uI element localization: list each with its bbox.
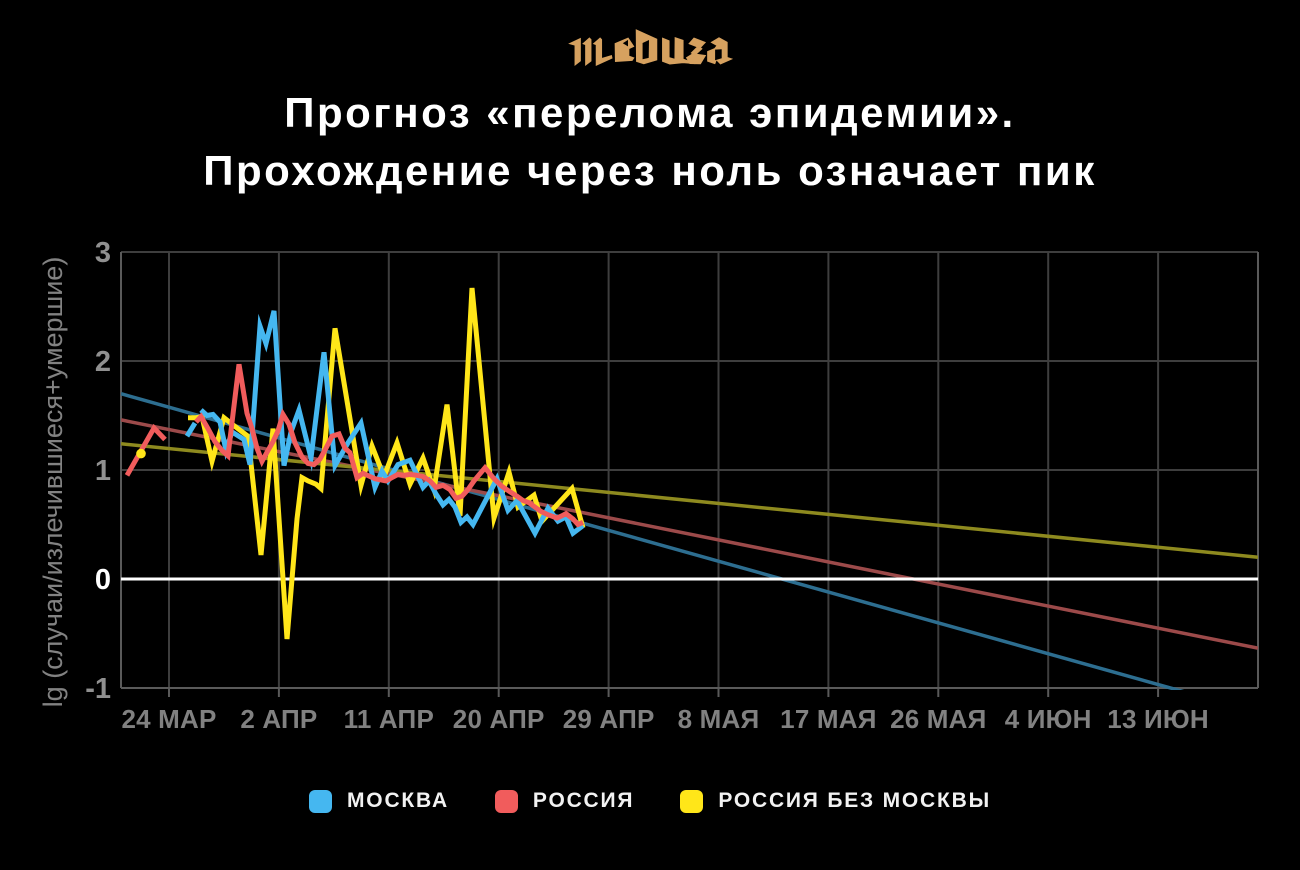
svg-text:13 ИЮН: 13 ИЮН [1107, 704, 1209, 734]
svg-text:1: 1 [95, 455, 111, 487]
svg-text:2: 2 [95, 346, 111, 378]
svg-text:4 ИЮН: 4 ИЮН [1005, 704, 1092, 734]
svg-text:26 МАЯ: 26 МАЯ [890, 704, 986, 734]
svg-text:20 АПР: 20 АПР [453, 704, 545, 734]
svg-text:3: 3 [95, 237, 111, 269]
svg-text:29 АПР: 29 АПР [563, 704, 655, 734]
svg-text:17 МАЯ: 17 МАЯ [780, 704, 876, 734]
svg-text:24 МАР: 24 МАР [121, 704, 216, 734]
svg-text:0: 0 [95, 564, 111, 596]
svg-text:lg (случаи/излечившиеся+умерши: lg (случаи/излечившиеся+умершие) [38, 257, 68, 708]
svg-text:8 МАЯ: 8 МАЯ [678, 704, 760, 734]
svg-text:2 АПР: 2 АПР [240, 704, 317, 734]
svg-text:11 АПР: 11 АПР [344, 704, 434, 734]
svg-text:-1: -1 [85, 673, 111, 705]
